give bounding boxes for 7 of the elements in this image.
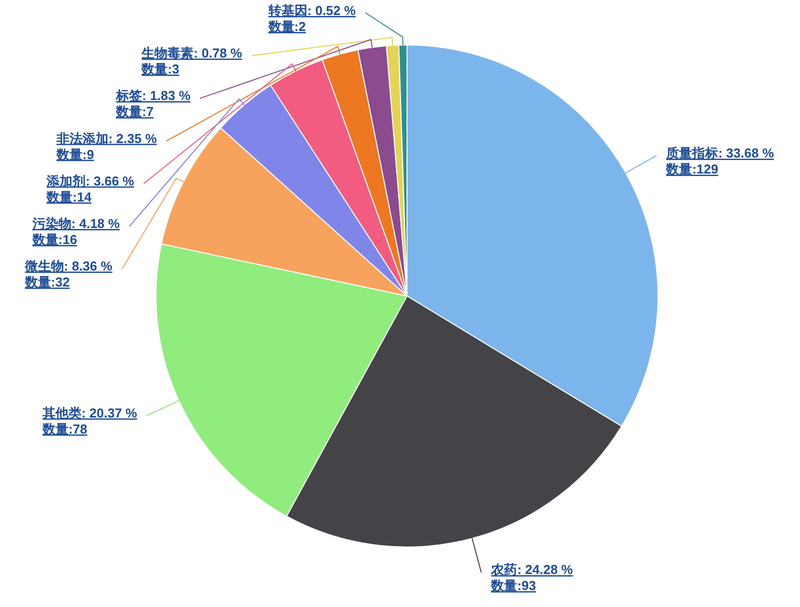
- slice-label: 污染物: 4.18 % 数量:16: [31, 216, 120, 247]
- slice-label: 非法添加: 2.35 % 数量:9: [55, 130, 158, 162]
- slice-label: 生物毒素: 0.78 % 数量:3: [140, 46, 243, 77]
- slice-label: 农药: 24.28 % 数量:93: [490, 562, 574, 594]
- slice-label: 微生物: 8.36 % 数量:32: [24, 258, 113, 290]
- slice-label: 质量指标: 33.68 % 数量:129: [665, 146, 774, 177]
- slice-label: 标签: 1.83 % 数量:7: [115, 88, 191, 120]
